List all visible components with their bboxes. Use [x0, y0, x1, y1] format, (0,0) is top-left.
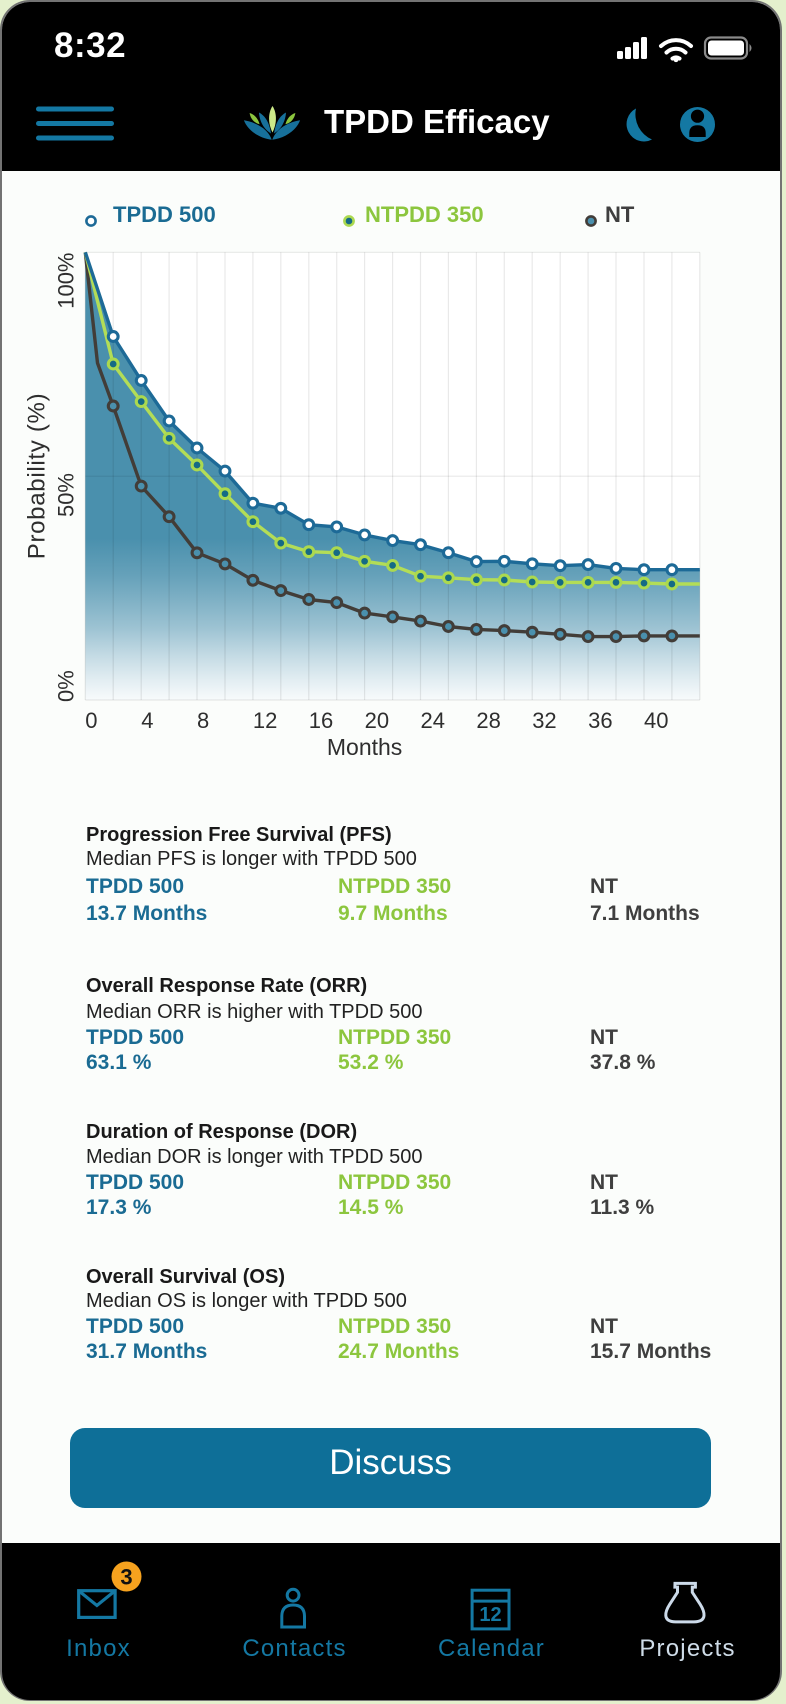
svg-text:12: 12: [479, 1604, 501, 1626]
svg-text:40: 40: [644, 708, 668, 733]
svg-text:Months: Months: [327, 734, 402, 760]
svg-text:28: 28: [476, 708, 500, 733]
svg-text:0%: 0%: [54, 670, 79, 702]
svg-text:100%: 100%: [54, 253, 79, 309]
svg-text:24: 24: [421, 708, 445, 733]
svg-text:32: 32: [532, 708, 556, 733]
svg-text:8: 8: [197, 708, 209, 733]
svg-text:Probability (%): Probability (%): [24, 393, 51, 560]
svg-text:16: 16: [309, 708, 333, 733]
svg-text:36: 36: [588, 708, 612, 733]
svg-text:50%: 50%: [54, 473, 79, 517]
svg-text:4: 4: [141, 708, 153, 733]
svg-text:0: 0: [85, 708, 97, 733]
svg-text:12: 12: [253, 708, 277, 733]
svg-text:3: 3: [120, 1565, 132, 1590]
svg-text:20: 20: [365, 708, 389, 733]
